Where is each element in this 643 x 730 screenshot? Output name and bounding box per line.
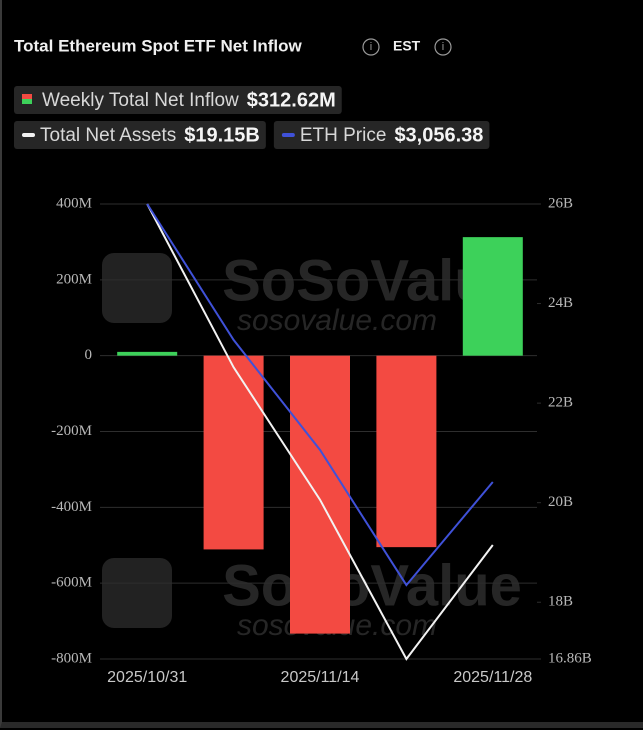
legend-value: $312.62M <box>247 89 336 111</box>
legend-bg <box>14 86 342 114</box>
y2-tick-label: 26B <box>548 195 573 211</box>
watermark-url: sosovalue.com <box>237 304 437 337</box>
y-tick-label: -800M <box>51 650 92 666</box>
y-tick-label: 0 <box>85 347 93 363</box>
y2-tick-label: 22B <box>548 395 573 411</box>
y2-tick-label: 18B <box>548 594 573 610</box>
bar <box>376 355 437 548</box>
legend-swatch <box>281 133 295 137</box>
x-tick-label: 2025/11/14 <box>281 669 360 686</box>
bar <box>462 237 523 356</box>
watermark-group: SoSoValuesosovalue.comSoSoValuesosovalue… <box>102 248 522 642</box>
bar <box>290 355 350 634</box>
legend-bg <box>14 121 266 149</box>
watermark-logo <box>102 253 172 323</box>
y-tick-label: -200M <box>51 423 92 439</box>
watermark-logo <box>102 558 172 628</box>
watermark-brand: SoSoValue <box>222 553 522 618</box>
y-tick-label: -600M <box>51 575 92 591</box>
y-tick-label: 200M <box>56 271 92 287</box>
bar <box>203 355 264 550</box>
y2-tick-label: 24B <box>548 295 573 311</box>
info-icon[interactable] <box>434 38 452 56</box>
x-tick-label: 2025/11/28 <box>453 669 532 686</box>
legend-label: Total Net Assets <box>40 125 176 146</box>
bar <box>117 351 178 356</box>
plot: 400M 200M 0 -200M -400M -600M -800M 26B 24B 22B 20… <box>51 195 592 686</box>
y-tick-label: 400M <box>56 195 92 211</box>
legend-swatch <box>22 94 32 99</box>
legend-swatch <box>22 133 35 137</box>
legend-item: Weekly Total Net Inflow $312.62M <box>14 86 342 114</box>
y2-tick-label: 16.86B <box>548 650 592 666</box>
legend: Weekly Total Net Inflow $312.62M Total Net… <box>14 86 490 149</box>
legend-bg <box>273 121 490 149</box>
line <box>146 203 494 661</box>
timezone: EST <box>393 38 421 54</box>
info-icon[interactable] <box>362 38 380 56</box>
info-icon-glyph: i <box>442 41 444 53</box>
info-icon-glyph: i <box>370 41 372 53</box>
chart-title: Total Ethereum Spot ETF Net Inflow <box>14 36 303 55</box>
line <box>146 203 494 587</box>
legend-item: ETH Price $3,056.38 <box>273 121 490 149</box>
y2-tick-label: 20B <box>548 494 573 510</box>
x-tick-label: 2025/10/31 <box>107 669 187 686</box>
y-tick-label: -400M <box>51 499 92 515</box>
legend-value: $19.15B <box>184 124 260 146</box>
legend-label: Weekly Total Net Inflow <box>42 90 239 111</box>
legend-item: Total Net Assets $19.15B <box>14 121 266 149</box>
legend-swatch <box>22 99 32 104</box>
legend-label: ETH Price <box>300 125 387 146</box>
legend-value: $3,056.38 <box>394 124 483 146</box>
